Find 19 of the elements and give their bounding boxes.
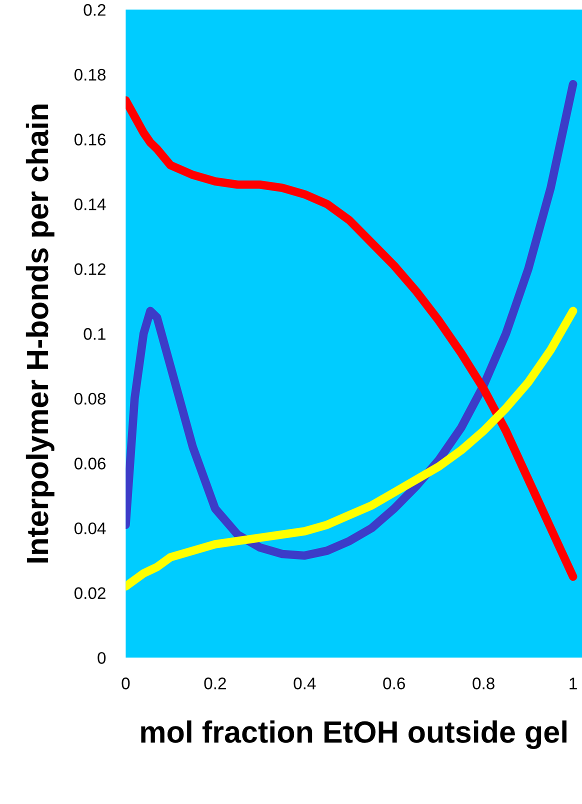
y-tick-label: 0.06: [74, 458, 106, 470]
x-tick-label: 0.8: [472, 678, 494, 690]
y-tick-label: 0.18: [74, 68, 106, 81]
y-tick-label: 0: [98, 652, 106, 664]
y-tick-label: 0.16: [74, 134, 106, 146]
y-tick-label: 0.1: [84, 328, 106, 340]
x-tick-label: 0.6: [383, 678, 405, 690]
x-tick-label: 0: [122, 678, 130, 690]
x-tick-label: 1: [570, 678, 577, 690]
y-tick-label: 0.2: [84, 4, 106, 16]
x-axis-title: mol fraction EtOH outside gel: [141, 720, 566, 750]
y-axis-title: Interpolymer H-bonds per chain: [26, 104, 54, 562]
y-tick-label: 0.08: [74, 392, 106, 405]
x-tick-label: 0.2: [204, 678, 226, 690]
y-tick-label: 0.12: [74, 263, 106, 276]
x-tick-label: 0.4: [294, 678, 316, 690]
y-tick-label: 0.14: [74, 198, 106, 210]
y-tick-label: 0.02: [74, 587, 106, 600]
y-tick-label: 0.04: [74, 522, 106, 534]
